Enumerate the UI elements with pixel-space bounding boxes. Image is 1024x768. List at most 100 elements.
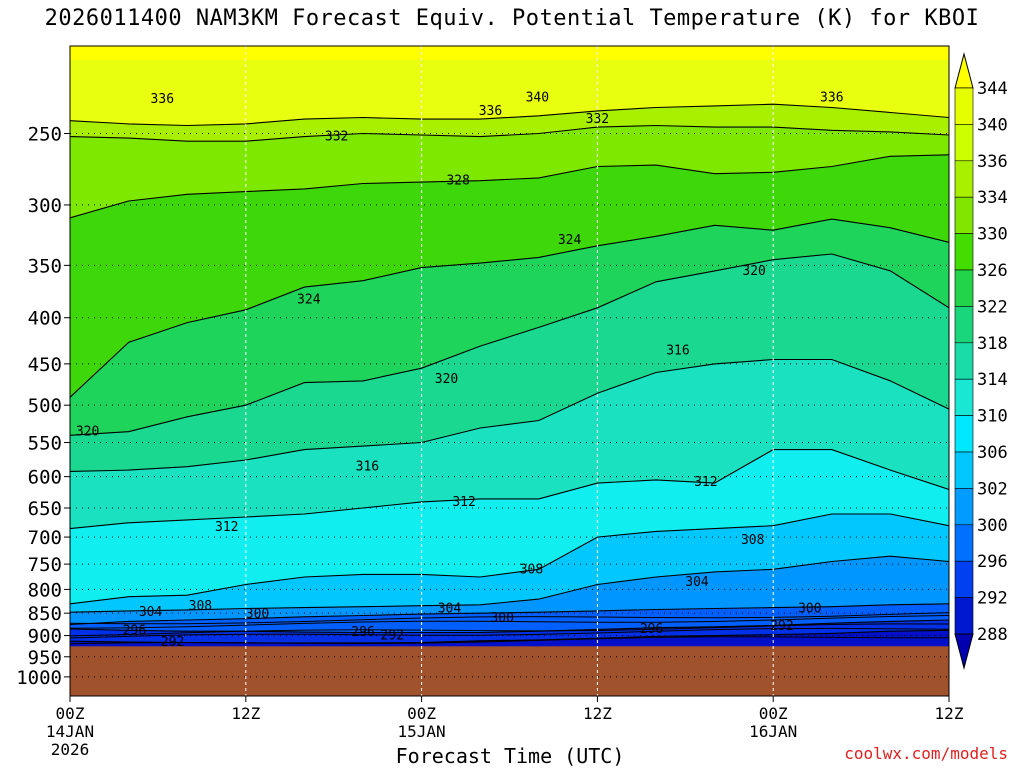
y-tick-label: 350 — [28, 255, 62, 277]
contour-label: 296 — [351, 625, 374, 640]
contour-label: 308 — [520, 562, 543, 577]
colorbar[interactable]: 344 340 336 334 330 326 322 318 314 310 306 302 300 2… — [954, 52, 1008, 670]
colorbar-swatch — [954, 269, 974, 307]
contour-320 — [70, 253, 949, 436]
colorbar-swatch — [954, 415, 974, 453]
contour-324 — [70, 218, 949, 398]
contour-label: 336 — [820, 90, 843, 105]
contour-304 — [70, 555, 949, 613]
y-tick-label: 600 — [28, 467, 62, 489]
colorbar-swatch — [954, 233, 974, 271]
y-tick-label: 450 — [28, 354, 62, 376]
contour-label: 316 — [356, 460, 379, 475]
y-tick-label: 750 — [28, 554, 62, 576]
x-tick-label: 12Z — [935, 704, 964, 723]
colorbar-swatch — [954, 451, 974, 489]
contour-label: 324 — [297, 293, 321, 308]
colorbar-swatch — [954, 597, 974, 635]
y-tick-label: 300 — [28, 195, 62, 217]
contour-label: 324 — [558, 233, 582, 248]
y-tick-label: 250 — [28, 123, 62, 145]
colorbar-label: 318 — [977, 334, 1008, 354]
y-tick-label: 650 — [28, 498, 62, 520]
colorbar-swatch — [954, 87, 974, 125]
contour-label: 340 — [526, 90, 549, 105]
x-tick-date: 14JAN — [46, 722, 94, 741]
colorbar-label: 344 — [977, 79, 1008, 99]
x-tick-label: 12Z — [583, 704, 612, 723]
contour-label: 300 — [798, 602, 821, 617]
colorbar-label: 302 — [977, 479, 1008, 499]
colorbar-bottom-arrow — [954, 633, 974, 670]
contour-label: 312 — [694, 475, 717, 490]
contour-label: 304 — [139, 605, 163, 620]
field-band-340 — [70, 46, 949, 60]
plot-frame — [69, 45, 950, 697]
contour-minor — [70, 623, 949, 637]
contour-label: 320 — [76, 425, 99, 440]
colorbar-label: 336 — [977, 152, 1008, 172]
contour-label: 292 — [161, 635, 184, 650]
x-tick-label: 00Z — [56, 704, 85, 723]
colorbar-swatch — [954, 524, 974, 562]
contour-label: 316 — [666, 344, 689, 359]
x-tick-label: 00Z — [759, 704, 788, 723]
colorbar-top-arrow — [954, 52, 974, 89]
contour-label: 308 — [189, 599, 212, 614]
y-tick-label: 850 — [28, 603, 62, 625]
contour-minor — [70, 612, 949, 625]
colorbar-label: 340 — [977, 115, 1008, 135]
colorbar-label: 300 — [977, 516, 1008, 536]
chart-title: 2026011400 NAM3KM Forecast Equiv. Potent… — [44, 6, 980, 31]
y-tick-label: 500 — [28, 395, 62, 417]
contour-312 — [70, 449, 949, 530]
colorbar-swatch — [954, 560, 974, 598]
contour-label: 320 — [435, 372, 458, 387]
contour-minor — [70, 636, 949, 645]
contour-label: 332 — [325, 130, 348, 145]
y-tick-label: 950 — [28, 647, 62, 669]
colorbar-label: 322 — [977, 297, 1008, 317]
contour-332 — [70, 124, 949, 142]
colorbar-swatch — [954, 124, 974, 162]
contour-label: 292 — [770, 619, 793, 634]
contour-316 — [70, 358, 949, 472]
colorbar-label: 314 — [977, 370, 1008, 390]
contour-label: 332 — [586, 112, 609, 127]
y-tick-label: 550 — [28, 433, 62, 455]
contour-label: 308 — [741, 533, 764, 548]
colorbar-swatch — [954, 306, 974, 344]
colorbar-swatch — [954, 488, 974, 526]
x-tick-date: 16JAN — [749, 722, 797, 741]
contour-minor — [70, 627, 949, 639]
contour-label: 296 — [123, 623, 146, 638]
y-tick-label: 700 — [28, 527, 62, 549]
contour-308 — [70, 513, 949, 605]
contour-label: 336 — [479, 104, 502, 119]
contour-label: 312 — [215, 520, 238, 535]
colorbar-swatch — [954, 196, 974, 234]
contour-label: 292 — [381, 629, 404, 644]
contour-minor — [70, 615, 949, 629]
contour-lines — [70, 103, 949, 645]
y-tick-label: 1000 — [16, 667, 62, 689]
x-axis-label: Forecast Time (UTC) — [395, 744, 625, 768]
y-tick-label: 800 — [28, 579, 62, 601]
y-tick-label: 900 — [28, 626, 62, 648]
colorbar-label: 306 — [977, 443, 1008, 463]
colorbar-label: 334 — [977, 188, 1008, 208]
x-tick-date: 15JAN — [398, 722, 446, 741]
contour-label: 312 — [452, 495, 475, 510]
colorbar-label: 292 — [977, 589, 1008, 609]
contour-296 — [70, 619, 949, 634]
contour-label: 300 — [490, 611, 513, 626]
colorbar-label: 296 — [977, 552, 1008, 572]
credit-text[interactable]: coolwx.com/models — [844, 744, 1008, 763]
contour-label: 328 — [446, 174, 469, 189]
grid-lines — [70, 46, 949, 696]
colorbar-swatch — [954, 378, 974, 416]
terrain-below-surface — [70, 646, 949, 696]
colorbar-swatch — [954, 342, 974, 380]
colorbar-label: 330 — [977, 225, 1008, 245]
